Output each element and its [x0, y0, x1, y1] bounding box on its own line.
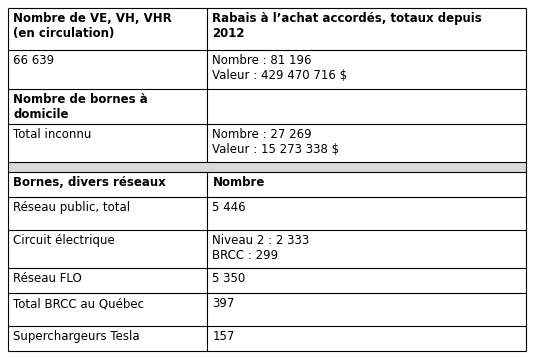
Bar: [8, 230, 526, 269]
Text: Total BRCC au Québec: Total BRCC au Québec: [13, 297, 144, 310]
Bar: [8, 123, 526, 162]
Text: 397: 397: [213, 297, 235, 310]
Bar: [8, 197, 526, 230]
Text: Réseau FLO: Réseau FLO: [13, 272, 82, 285]
Bar: [8, 326, 526, 351]
Text: Nombre de bornes à
domicile: Nombre de bornes à domicile: [13, 93, 148, 121]
Text: 66 639: 66 639: [13, 54, 54, 67]
Text: Réseau public, total: Réseau public, total: [13, 201, 130, 214]
Bar: [8, 8, 526, 50]
Text: Total inconnu: Total inconnu: [13, 127, 91, 141]
Bar: [8, 50, 526, 89]
Bar: [8, 162, 526, 172]
Text: Nombre de VE, VH, VHR
(en circulation): Nombre de VE, VH, VHR (en circulation): [13, 12, 172, 40]
Text: Nombre : 27 269
Valeur : 15 273 338 $: Nombre : 27 269 Valeur : 15 273 338 $: [213, 127, 340, 155]
Bar: [8, 293, 526, 326]
Bar: [8, 89, 526, 123]
Text: 157: 157: [213, 330, 235, 343]
Text: Superchargeurs Tesla: Superchargeurs Tesla: [13, 330, 139, 343]
Bar: [8, 269, 526, 293]
Text: Nombre : 81 196
Valeur : 429 470 716 $: Nombre : 81 196 Valeur : 429 470 716 $: [213, 54, 348, 82]
Text: Circuit électrique: Circuit électrique: [13, 234, 115, 247]
Text: Nombre: Nombre: [213, 176, 265, 189]
Text: 5 446: 5 446: [213, 201, 246, 214]
Text: Rabais à l’achat accordés, totaux depuis
2012: Rabais à l’achat accordés, totaux depuis…: [213, 12, 482, 40]
Text: Niveau 2 : 2 333
BRCC : 299: Niveau 2 : 2 333 BRCC : 299: [213, 234, 310, 262]
Bar: [8, 172, 526, 197]
Text: 5 350: 5 350: [213, 272, 246, 285]
Text: Bornes, divers réseaux: Bornes, divers réseaux: [13, 176, 166, 189]
